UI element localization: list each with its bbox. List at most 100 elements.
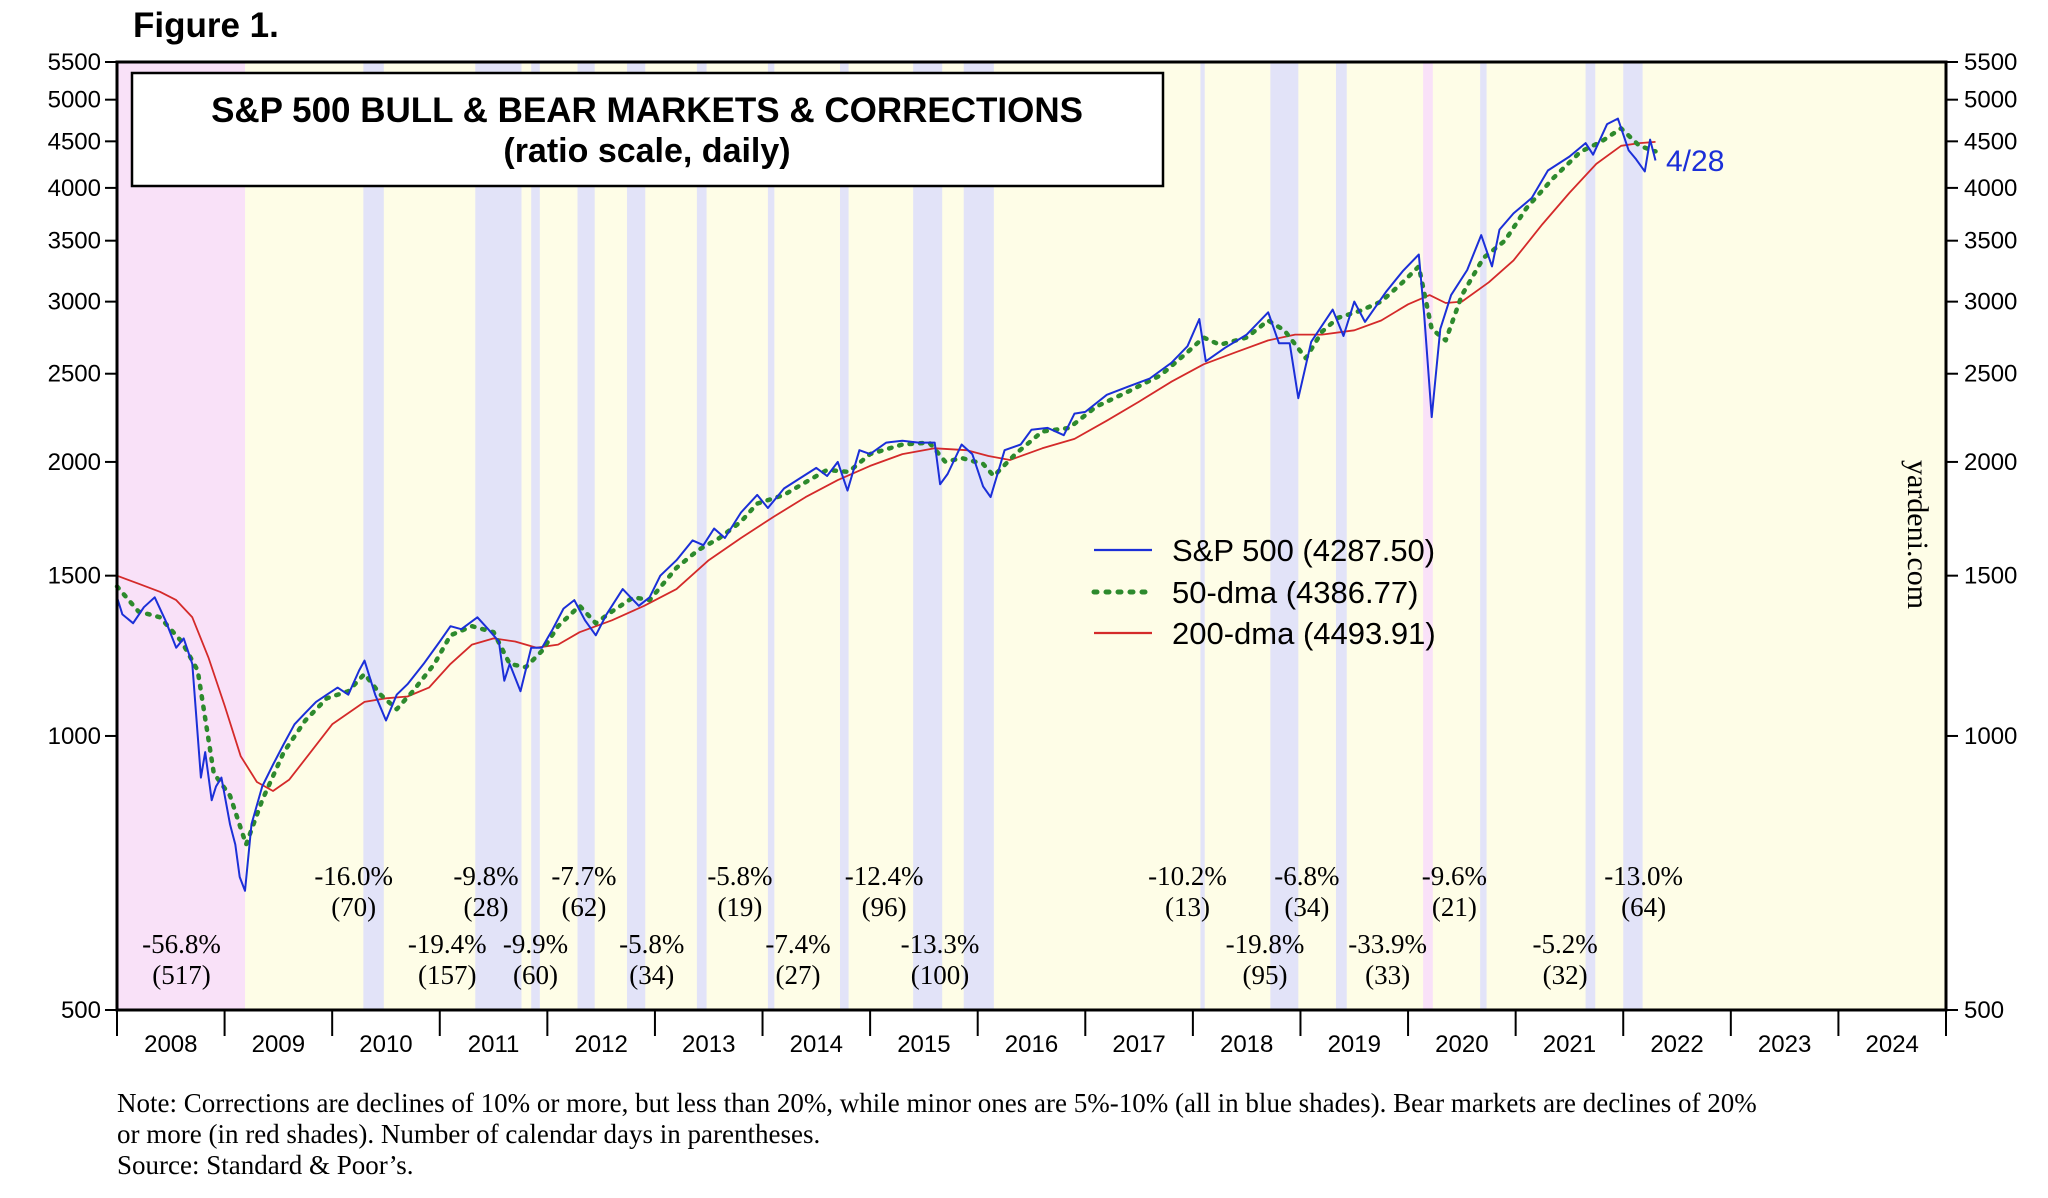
watermark: yardeni.com — [1901, 460, 1934, 609]
legend-label-dma50: 50-dma (4386.77) — [1172, 575, 1418, 610]
y-tick-label-left-8: 4500 — [48, 128, 101, 155]
annotation-pct-9: -12.4% — [845, 861, 924, 891]
x-tick-label-16: 2024 — [1866, 1031, 1919, 1058]
x-tick-label-4: 2012 — [574, 1031, 627, 1058]
y-tick-label-right-10: 5500 — [1964, 49, 2017, 76]
chart-title: S&P 500 BULL & BEAR MARKETS & CORRECTION… — [211, 91, 1083, 130]
x-tick-label-3: 2011 — [468, 1031, 520, 1058]
y-tick-label-left-10: 5500 — [48, 49, 101, 76]
figure-label: Figure 1. — [133, 6, 279, 45]
shade-correction-13 — [1335, 62, 1347, 1010]
annotation-days-7: (19) — [717, 892, 762, 922]
sp500-chart: 500 500 1000 1000 1500 1500 2000 2000 2500 2500 30… — [48, 49, 2018, 1058]
shade-correction-17 — [1623, 62, 1643, 1010]
y-tick-label-right-8: 4500 — [1964, 128, 2017, 155]
shade-correction-2 — [475, 62, 522, 1010]
annotation-pct-4: -9.9% — [503, 929, 568, 959]
legend-label-dma200: 200-dma (4493.91) — [1172, 616, 1436, 651]
shade-correction-10 — [963, 62, 994, 1010]
annotation-pct-3: -9.8% — [453, 861, 518, 891]
title-box: S&P 500 BULL & BEAR MARKETS & CORRECTION… — [130, 71, 1165, 188]
y-tick-label-right-1: 1000 — [1964, 723, 2017, 750]
annotation-days-4: (60) — [513, 960, 558, 990]
annotation-days-8: (27) — [776, 960, 821, 990]
shade-correction-4 — [577, 62, 595, 1010]
annotation-days-15: (21) — [1432, 892, 1477, 922]
annotation-days-17: (64) — [1621, 892, 1666, 922]
shade-correction-5 — [626, 62, 646, 1010]
annotation-pct-7: -5.8% — [707, 861, 772, 891]
chart-note: Note: Corrections are declines of 10% or… — [117, 1088, 1997, 1181]
y-tick-label-right-6: 3500 — [1964, 228, 2017, 255]
annotation-days-14: (33) — [1365, 960, 1410, 990]
shade-bear-14 — [1423, 62, 1433, 1010]
note-line-2: or more (in red shades). Number of calen… — [117, 1119, 821, 1149]
annotation-pct-1: -16.0% — [314, 861, 393, 891]
x-tick-label-14: 2022 — [1650, 1031, 1703, 1058]
y-tick-label-left-4: 2500 — [48, 361, 101, 388]
x-tick-label-1: 2009 — [252, 1031, 305, 1058]
y-tick-label-left-6: 3500 — [48, 228, 101, 255]
y-tick-label-right-3: 2000 — [1964, 449, 2017, 476]
shade-correction-8 — [839, 62, 849, 1010]
annotation-days-11: (13) — [1165, 892, 1210, 922]
x-tick-label-0: 2008 — [144, 1031, 197, 1058]
annotation-days-2: (157) — [418, 960, 476, 990]
annotation-days-16: (32) — [1543, 960, 1588, 990]
x-tick-label-9: 2017 — [1112, 1031, 1165, 1058]
x-tick-label-12: 2020 — [1435, 1031, 1488, 1058]
shade-bear-0 — [117, 62, 246, 1010]
shade-correction-1 — [363, 62, 384, 1010]
last-point-label: 4/28 — [1666, 145, 1724, 178]
annotation-pct-17: -13.0% — [1604, 861, 1683, 891]
x-tick-label-13: 2021 — [1543, 1031, 1596, 1058]
y-tick-label-left-3: 2000 — [48, 449, 101, 476]
annotation-pct-11: -10.2% — [1148, 861, 1227, 891]
shade-correction-16 — [1585, 62, 1596, 1010]
x-tick-label-7: 2015 — [897, 1031, 950, 1058]
y-tick-label-left-0: 500 — [61, 997, 101, 1024]
plot-border — [115, 60, 1948, 1012]
annotation-days-10: (100) — [911, 960, 969, 990]
y-tick-label-left-7: 4000 — [48, 175, 101, 202]
annotation-days-13: (34) — [1284, 892, 1329, 922]
y-tick-label-right-0: 500 — [1964, 997, 2004, 1024]
plot-frame — [115, 60, 1948, 1012]
series-line-0 — [116, 117, 1657, 892]
x-tick-label-5: 2013 — [682, 1031, 735, 1058]
shade-correction-12 — [1270, 62, 1299, 1010]
shaded-periods — [117, 62, 1643, 1010]
annotation-pct-6: -5.8% — [619, 929, 684, 959]
y-tick-label-right-7: 4000 — [1964, 175, 2017, 202]
series-line-1 — [114, 126, 1658, 847]
x-tick-label-6: 2014 — [790, 1031, 843, 1058]
annotation-days-1: (70) — [331, 892, 376, 922]
annotation-pct-10: -13.3% — [901, 929, 980, 959]
y-tick-label-right-5: 3000 — [1964, 289, 2017, 316]
shade-correction-3 — [531, 62, 540, 1010]
annotation-pct-0: -56.8% — [142, 929, 221, 959]
x-tick-label-2: 2010 — [359, 1031, 412, 1058]
y-tick-label-right-2: 1500 — [1964, 563, 2017, 590]
x-tick-label-10: 2018 — [1220, 1031, 1273, 1058]
y-tick-label-right-9: 5000 — [1964, 87, 2017, 114]
period-annotations: -56.8%(517) -16.0%(70) -19.4%(157) -9.8%(28… — [142, 861, 1683, 990]
annotation-pct-14: -33.9% — [1348, 929, 1427, 959]
series-lines — [114, 117, 1658, 892]
x-tick-label-15: 2023 — [1758, 1031, 1811, 1058]
legend: S&P 500 (4287.50) 50-dma (4386.77) 200-d… — [1091, 533, 1436, 651]
annotation-days-6: (34) — [629, 960, 674, 990]
x-tick-label-11: 2019 — [1328, 1031, 1381, 1058]
annotation-pct-15: -9.6% — [1422, 861, 1487, 891]
annotation-days-0: (517) — [152, 960, 210, 990]
annotation-pct-5: -7.7% — [551, 861, 616, 891]
annotation-pct-13: -6.8% — [1274, 861, 1339, 891]
annotation-days-9: (96) — [862, 892, 907, 922]
shade-correction-9 — [913, 62, 943, 1010]
annotation-pct-2: -19.4% — [408, 929, 487, 959]
annotation-pct-8: -7.4% — [765, 929, 830, 959]
note-line-1: Note: Corrections are declines of 10% or… — [117, 1088, 1757, 1118]
shade-correction-7 — [767, 62, 775, 1010]
y-tick-label-left-9: 5000 — [48, 87, 101, 114]
y-tick-label-left-2: 1500 — [48, 563, 101, 590]
